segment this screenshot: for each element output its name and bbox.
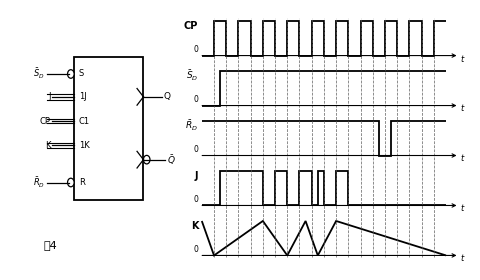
Text: 0: 0 bbox=[193, 45, 198, 54]
Text: t: t bbox=[461, 155, 464, 164]
Text: t: t bbox=[461, 255, 464, 263]
Text: $\bar{S}_D$: $\bar{S}_D$ bbox=[33, 67, 45, 81]
Text: 0: 0 bbox=[193, 95, 198, 104]
Bar bbox=[74, 57, 144, 200]
Text: 1K: 1K bbox=[79, 141, 89, 150]
Text: $\bar{R}_D$: $\bar{R}_D$ bbox=[33, 175, 45, 190]
Text: K: K bbox=[45, 141, 50, 150]
Text: J: J bbox=[48, 92, 50, 101]
Text: t: t bbox=[461, 104, 464, 113]
Text: Q: Q bbox=[164, 92, 170, 101]
Circle shape bbox=[68, 70, 74, 78]
Text: t: t bbox=[461, 55, 464, 64]
Text: 0: 0 bbox=[193, 145, 198, 154]
Text: CP: CP bbox=[184, 21, 198, 31]
Text: J: J bbox=[195, 171, 198, 181]
Text: CP: CP bbox=[39, 116, 50, 126]
Circle shape bbox=[68, 178, 74, 187]
Text: C1: C1 bbox=[79, 116, 90, 126]
Circle shape bbox=[144, 155, 150, 164]
Text: $\bar{R}_D$: $\bar{R}_D$ bbox=[185, 119, 198, 133]
Text: 1J: 1J bbox=[79, 92, 86, 101]
Text: 图4: 图4 bbox=[44, 240, 57, 250]
Text: 0: 0 bbox=[193, 195, 198, 204]
Text: K: K bbox=[191, 221, 198, 231]
Text: 0: 0 bbox=[193, 245, 198, 254]
Text: $\bar{Q}$: $\bar{Q}$ bbox=[167, 153, 176, 167]
Text: S: S bbox=[79, 69, 84, 78]
Text: $\bar{S}_D$: $\bar{S}_D$ bbox=[186, 69, 198, 83]
Text: t: t bbox=[461, 204, 464, 213]
Text: R: R bbox=[79, 178, 84, 187]
